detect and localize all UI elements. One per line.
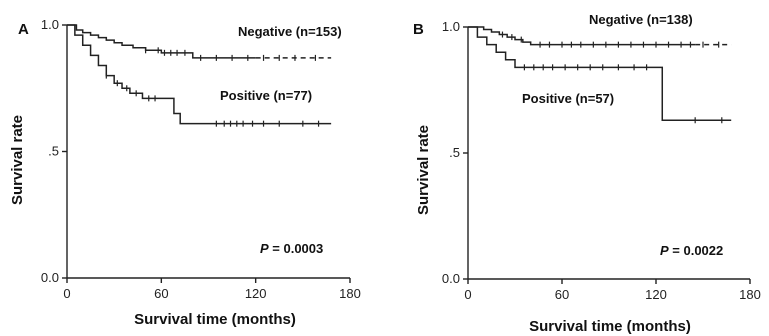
panel-b-series-negative-label: Negative (n=138)	[589, 12, 693, 27]
panel-a-series-negative-line	[67, 24, 256, 59]
panel-a-series-positive-line	[67, 24, 332, 125]
panel-a-y-axis-title: Survival rate	[9, 115, 26, 205]
panel-b-x-tick-label: 0	[464, 287, 471, 302]
panel-b-y-tick-label: 0.0	[442, 271, 460, 286]
plot-layer: 0 60 120 180 0.0 .5 1.0 Negative (n=153) Positiv…	[41, 12, 761, 302]
panel-a-p-value: P = 0.0003	[260, 241, 323, 256]
panel-a-x-tick-label: 180	[339, 286, 361, 301]
panel-b-series-positive-line	[468, 26, 732, 121]
panel-a-y-tick-label: 1.0	[41, 17, 59, 32]
panel-b-series-negative-line	[468, 26, 696, 46]
panel-b-x-tick-label: 60	[555, 287, 569, 302]
panel-a-y-tick-label: 0.0	[41, 270, 59, 285]
panel-b-x-tick-label: 120	[645, 287, 667, 302]
panel-b-p-value: P = 0.0022	[660, 243, 723, 258]
panel-a-p-value-symbol: P	[260, 241, 269, 256]
panel-a-series-positive-label: Positive (n=77)	[220, 88, 312, 103]
panel-a-y-tick-label: .5	[48, 144, 59, 159]
panel-a-x-tick-label: 120	[245, 286, 267, 301]
panel-a-x-axis-title: Survival time (months)	[134, 311, 296, 328]
panel-b-x-tick-label: 180	[739, 287, 761, 302]
panel-b-y-tick-label: 1.0	[442, 19, 460, 34]
panel-b-p-value-text: = 0.0022	[669, 243, 724, 258]
panel-b-y-tick-label: .5	[449, 145, 460, 160]
panel-a-label: A	[18, 21, 29, 38]
panel-a-p-value-text: = 0.0003	[269, 241, 324, 256]
panel-b-series-positive-label: Positive (n=57)	[522, 91, 614, 106]
panel-b-p-value-symbol: P	[660, 243, 669, 258]
panel-b-y-axis-title: Survival rate	[415, 125, 432, 215]
panel-a-x-tick-label: 0	[63, 286, 70, 301]
panel-a-series-negative-label: Negative (n=153)	[238, 24, 342, 39]
panel-a-x-tick-label: 60	[154, 286, 168, 301]
panel-b-label: B	[413, 21, 424, 38]
panel-b-x-axis-title: Survival time (months)	[529, 318, 691, 335]
